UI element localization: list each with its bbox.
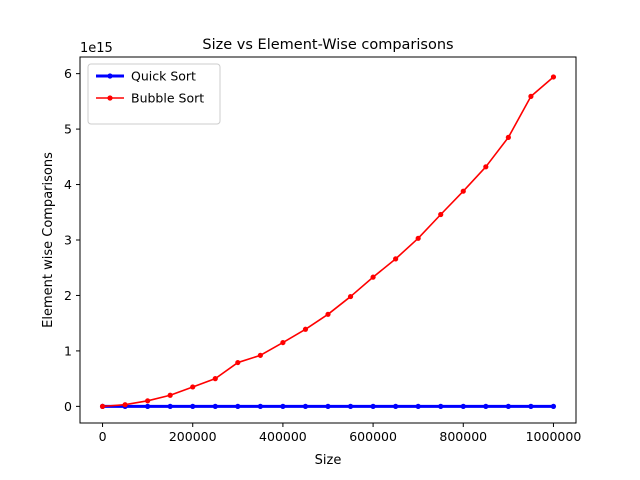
data-point (370, 403, 376, 409)
x-tick-label: 1000000 (526, 429, 582, 444)
x-tick-label: 0 (99, 429, 107, 444)
legend-marker (107, 95, 113, 101)
data-point (122, 402, 128, 408)
data-point (483, 403, 489, 409)
data-point (280, 339, 286, 346)
x-tick-label: 800000 (439, 429, 487, 444)
series-layer (99, 74, 557, 409)
data-point (438, 211, 444, 218)
x-tick-label: 200000 (169, 429, 217, 444)
data-point (190, 384, 196, 390)
axes-frame (79, 56, 577, 424)
data-point (393, 403, 399, 409)
data-point (167, 392, 173, 398)
legend-marker (107, 73, 113, 79)
y-axis-ticks: 0 1 2 3 4 5 6 (64, 66, 80, 414)
legend-label: Bubble Sort (131, 91, 204, 106)
data-point (550, 74, 557, 80)
data-point (393, 256, 399, 262)
y-tick-label: 0 (64, 399, 72, 414)
x-tick-label: 400000 (259, 429, 307, 444)
data-point (347, 293, 354, 300)
y-tick-label: 5 (64, 122, 72, 137)
y-tick-label: 3 (64, 233, 72, 248)
y-tick-label: 4 (64, 177, 72, 192)
legend-item: Quick Sort (96, 69, 196, 84)
data-point (145, 403, 151, 409)
data-point (190, 403, 196, 409)
legend: Quick Sort Bubble Sort (87, 63, 221, 125)
data-point (325, 311, 331, 317)
series-quick-sort (99, 403, 557, 409)
data-point (505, 134, 511, 141)
data-point (483, 164, 489, 170)
data-point (235, 403, 241, 409)
legend-item: Bubble Sort (96, 91, 204, 106)
data-point (212, 376, 218, 382)
y-tick-label: 6 (64, 66, 72, 81)
data-point (99, 403, 106, 409)
data-point (438, 403, 444, 409)
data-point (415, 403, 421, 409)
y-axis-offset-label: 1e15 (80, 41, 113, 56)
data-point (370, 274, 376, 280)
data-point (460, 403, 466, 409)
legend-box (87, 63, 221, 125)
data-point (257, 403, 263, 409)
y-tick-label: 1 (64, 343, 72, 358)
x-axis-label: Size (315, 453, 342, 468)
series-bubble-sort (99, 74, 557, 409)
data-point (505, 403, 511, 409)
data-point (280, 403, 286, 409)
data-point (145, 398, 151, 404)
legend-label: Quick Sort (131, 69, 196, 84)
data-point (167, 403, 173, 409)
data-point (325, 403, 331, 409)
data-point (235, 359, 241, 366)
data-point (257, 352, 263, 358)
data-point (528, 93, 534, 99)
data-point (302, 403, 309, 409)
data-point (302, 326, 309, 332)
data-point (550, 403, 557, 409)
data-point (415, 235, 421, 241)
y-axis-label: Element wise Comparisons (41, 152, 56, 328)
x-axis-ticks: 0 200000 400000 600000 800000 1000000 (99, 423, 582, 444)
data-point (212, 403, 218, 409)
y-tick-label: 2 (64, 288, 72, 303)
data-point (347, 403, 354, 409)
data-point (528, 403, 534, 409)
x-tick-label: 600000 (349, 429, 397, 444)
data-point (460, 188, 466, 194)
chart-title: Size vs Element-Wise comparisons (202, 37, 453, 53)
